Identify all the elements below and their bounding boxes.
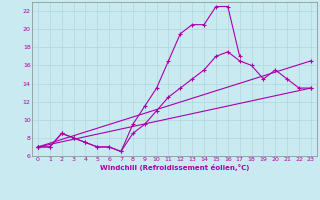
X-axis label: Windchill (Refroidissement éolien,°C): Windchill (Refroidissement éolien,°C) bbox=[100, 164, 249, 171]
